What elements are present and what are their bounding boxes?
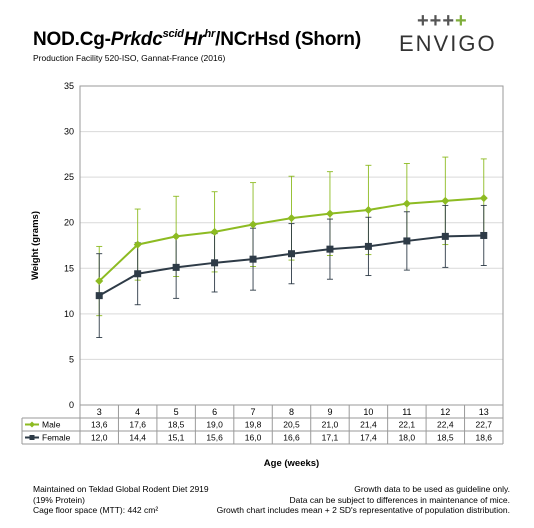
table-cell-value: 21,4 (360, 420, 377, 430)
table-cell-value: 15,6 (206, 433, 223, 443)
table-cell-value: 22,7 (475, 420, 492, 430)
data-point-male (133, 240, 142, 249)
table-cell-value: 19,8 (245, 420, 262, 430)
table-cell-value: 18,6 (475, 433, 492, 443)
footer-left-line: (19% Protein) (33, 494, 85, 505)
table-cell-value: 18,5 (168, 420, 185, 430)
x-tick-label: 12 (440, 407, 450, 417)
y-tick-label: 35 (64, 81, 74, 91)
y-tick-label: 25 (64, 172, 74, 182)
data-point-female (326, 245, 334, 253)
y-tick-label: 0 (69, 400, 74, 410)
data-point-female (134, 270, 142, 278)
plot-area-border (79, 85, 504, 406)
data-point-male (210, 227, 219, 236)
legend-label: Male (42, 420, 61, 430)
table-cell-value: 18,5 (437, 433, 454, 443)
data-point-female (288, 250, 295, 258)
table-cell-value: 21,0 (322, 420, 339, 430)
envigo-logo: ++++ ENVIGO (399, 10, 509, 56)
chart-subtitle: Production Facility 520-ISO, Gannat-Fran… (33, 53, 226, 63)
table-cell-value: 18,0 (399, 433, 416, 443)
footer-right-line: Growth data to be used as guideline only… (354, 484, 510, 494)
x-tick-label: 13 (479, 407, 489, 417)
table-cell-value: 20,5 (283, 420, 300, 430)
logo-wordmark: ENVIGO (399, 31, 497, 56)
table-cell-value: 22,4 (437, 420, 454, 430)
chart-title: NOD.Cg-PrkdcscidHrhr/NCrHsd (Shorn) (33, 28, 361, 51)
y-axis-label: Weight (grams) (30, 211, 41, 280)
y-tick-label: 15 (64, 263, 74, 273)
data-point-female (480, 231, 488, 239)
data-point-male (325, 209, 334, 218)
footer-left-line: Maintained on Teklad Global Rodent Diet … (33, 484, 209, 494)
data-point-male (364, 205, 373, 214)
data-point-female (172, 263, 180, 271)
growth-chart: 0 5 10 15 20 25 30 35 Weight (grams) 3 4 5 6 7 8 9 10 11 1… (21, 81, 504, 469)
table-cell-value: 16,0 (245, 433, 262, 443)
x-tick-label: 3 (97, 407, 102, 417)
table-cell-value: 22,1 (399, 420, 416, 430)
table-cell-value: 14,4 (129, 433, 146, 443)
x-tick-label: 4 (135, 407, 140, 417)
table-cell-value: 17,1 (322, 433, 339, 443)
x-tick-label: 6 (212, 407, 217, 417)
legend-label: Female (42, 433, 71, 443)
data-point-male (479, 194, 488, 203)
data-point-female (249, 255, 257, 263)
y-tick-label: 10 (64, 309, 74, 319)
logo-plus-icon: ++++ (417, 10, 468, 32)
data-point-male (172, 232, 181, 241)
footer-right-line: Data can be subject to differences in ma… (289, 494, 511, 505)
data-point-male (95, 277, 104, 286)
x-tick-label: 5 (174, 407, 179, 417)
data-point-male (441, 196, 450, 205)
data-point-male (402, 199, 411, 208)
data-point-female (95, 292, 103, 300)
table-cell-value: 17,4 (360, 433, 377, 443)
footer-left-line: Cage floor space (MTT): 442 cm² (33, 505, 159, 515)
table-cell-value: 13,6 (91, 420, 108, 430)
y-tick-label: 30 (64, 127, 74, 137)
data-point-male (249, 220, 258, 229)
table-cell-value: 15,1 (168, 433, 185, 443)
data-point-female (441, 232, 449, 240)
y-tick-label: 20 (64, 218, 74, 228)
x-tick-label: 8 (289, 407, 294, 417)
x-tick-label: 9 (327, 407, 332, 417)
footer-notes-right: Growth data to be used as guideline only… (217, 484, 510, 516)
x-tick-label: 10 (363, 407, 373, 417)
data-point-female (403, 237, 411, 245)
legend-key-marker (29, 421, 35, 428)
legend-key-marker (29, 435, 35, 440)
x-tick-label: 7 (251, 407, 256, 417)
data-point-female (364, 242, 372, 250)
table-cell-value: 12,0 (91, 433, 108, 443)
x-axis-label: Age (weeks) (264, 458, 319, 469)
footer-notes-left: Maintained on Teklad Global Rodent Diet … (33, 484, 209, 516)
table-cell-value: 17,6 (129, 420, 146, 430)
table-cell-value: 16,6 (283, 433, 300, 443)
table-cell-value: 19,0 (206, 420, 223, 430)
footer-right-line: Growth chart includes mean + 2 SD's repr… (216, 505, 510, 515)
data-point-female (211, 259, 219, 267)
y-tick-label: 5 (69, 354, 74, 364)
x-tick-label: 11 (402, 407, 411, 417)
data-point-male (287, 214, 296, 223)
